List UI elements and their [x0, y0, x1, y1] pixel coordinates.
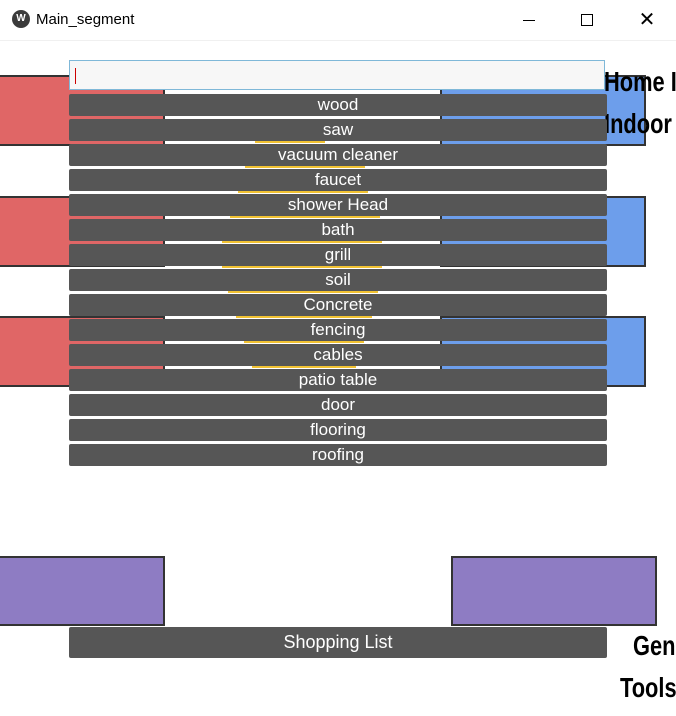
text-caret: [75, 68, 76, 84]
suggestion-item-flooring[interactable]: flooring: [69, 419, 607, 441]
minimize-icon: [523, 19, 535, 21]
suggestion-item-fencing[interactable]: fencing: [69, 319, 607, 341]
accent-line: [252, 366, 356, 368]
accent-line: [222, 266, 382, 268]
bg-label-indoor: Indoor: [604, 108, 672, 139]
title-bar: W Main_segment ✕: [0, 0, 676, 41]
search-input[interactable]: [69, 60, 605, 90]
category-tile-purple-1[interactable]: [0, 556, 165, 626]
maximize-icon: [581, 14, 593, 26]
suggestion-item-bath[interactable]: bath: [69, 219, 607, 241]
suggestion-item-faucet[interactable]: faucet: [69, 169, 607, 191]
suggestion-item-grill[interactable]: grill: [69, 244, 607, 266]
suggestion-item-roofing[interactable]: roofing: [69, 444, 607, 466]
bg-label-tools: Tools: [620, 672, 676, 703]
suggestion-item-shower-head[interactable]: shower Head: [69, 194, 607, 216]
suggestion-item-wood[interactable]: wood: [69, 94, 607, 116]
category-tile-purple-2[interactable]: [451, 556, 657, 626]
suggestion-item-soil[interactable]: soil: [69, 269, 607, 291]
suggestion-item-concrete[interactable]: Concrete: [69, 294, 607, 316]
minimize-button[interactable]: [500, 0, 558, 40]
suggestion-item-patio-table[interactable]: patio table: [69, 369, 607, 391]
close-icon: ✕: [638, 9, 656, 31]
suggestion-item-saw[interactable]: saw: [69, 119, 607, 141]
maximize-button[interactable]: [558, 0, 616, 40]
accent-line: [244, 341, 364, 343]
suggestion-list: wood saw vacuum cleaner faucet shower He…: [69, 94, 607, 469]
accent-line: [222, 241, 382, 243]
close-button[interactable]: ✕: [618, 0, 676, 40]
suggestion-item-cables[interactable]: cables: [69, 344, 607, 366]
suggestion-item-vacuum-cleaner[interactable]: vacuum cleaner: [69, 144, 607, 166]
bg-label-gen: Gen: [633, 630, 676, 661]
accent-line: [230, 216, 380, 218]
bg-label-home: Home I: [604, 66, 676, 97]
app-logo-icon: W: [12, 10, 30, 28]
suggestion-item-door[interactable]: door: [69, 394, 607, 416]
shopping-list-button[interactable]: Shopping List: [69, 627, 607, 658]
accent-line: [228, 291, 378, 293]
accent-line: [236, 316, 372, 318]
window-title: Main_segment: [36, 11, 135, 28]
accent-line: [255, 141, 325, 143]
accent-line: [238, 191, 368, 193]
accent-line: [245, 166, 365, 168]
